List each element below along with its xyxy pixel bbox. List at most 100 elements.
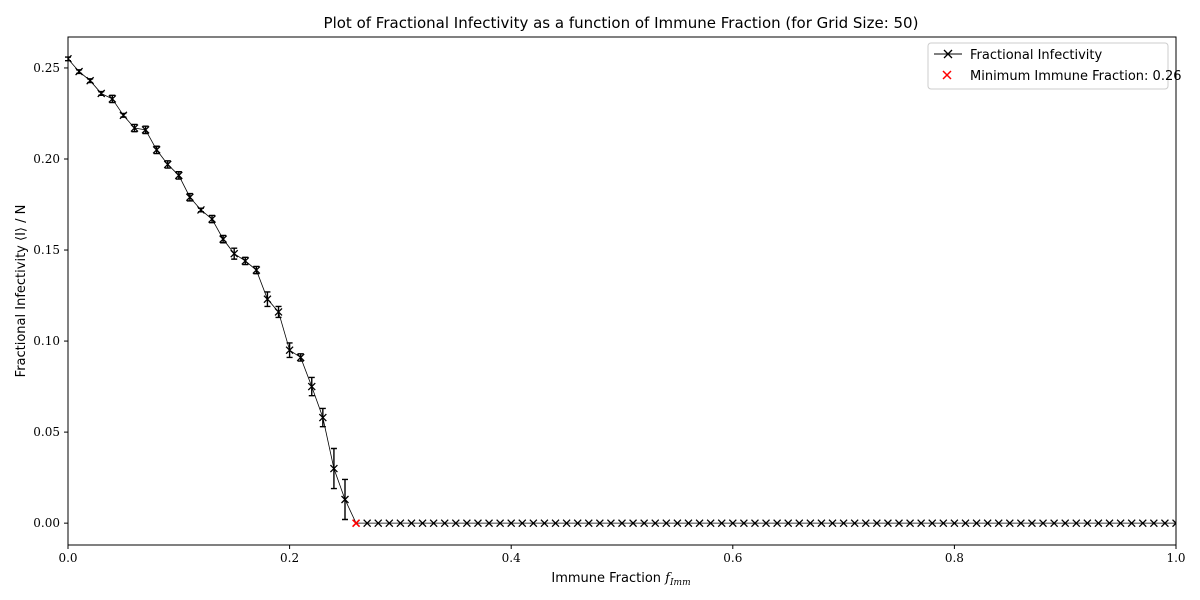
data-point-marker xyxy=(219,235,228,244)
data-point-marker xyxy=(917,519,926,528)
data-point-marker xyxy=(263,295,272,304)
data-point-marker xyxy=(562,519,571,528)
data-point-marker xyxy=(784,519,793,528)
data-point-marker xyxy=(318,413,327,422)
data-point-marker xyxy=(883,519,892,528)
data-point-marker xyxy=(1028,519,1036,528)
data-point-marker xyxy=(762,519,770,528)
plot-area xyxy=(65,36,1177,546)
data-point-marker xyxy=(551,519,560,528)
data-point-marker xyxy=(108,94,117,103)
data-point-marker xyxy=(374,519,383,528)
data-point-marker xyxy=(606,519,615,528)
data-point-marker xyxy=(872,519,881,528)
data-point-marker xyxy=(197,206,205,214)
data-point-marker xyxy=(252,266,261,275)
x-axis-label-main: Immune Fraction xyxy=(551,571,665,586)
data-point-marker xyxy=(485,519,493,528)
data-point-marker xyxy=(152,145,161,154)
data-point-marker xyxy=(474,519,482,528)
data-point-marker xyxy=(595,519,604,528)
data-point-marker xyxy=(418,519,427,528)
data-point-marker xyxy=(850,519,859,528)
data-point-marker xyxy=(451,519,460,528)
y-tick-label: 0.00 xyxy=(33,516,60,530)
data-point-marker xyxy=(68,54,72,63)
data-point-marker xyxy=(895,519,903,528)
y-axis-ticks: 0.00 0.05 0.10 0.15 0.20 0.25 xyxy=(33,61,68,530)
x-tick-label: 0.4 xyxy=(502,551,521,565)
data-point-marker xyxy=(983,519,992,528)
data-point-marker xyxy=(1083,519,1092,528)
data-point-marker xyxy=(529,519,538,528)
data-point-marker xyxy=(241,256,250,265)
data-point-marker xyxy=(130,124,139,132)
plot-background xyxy=(68,37,1176,545)
data-point-marker xyxy=(1160,519,1169,528)
data-point-marker xyxy=(739,519,748,528)
data-point-marker xyxy=(939,519,948,528)
legend-box xyxy=(927,42,1169,90)
data-point-marker xyxy=(961,519,970,528)
data-point-marker xyxy=(928,519,937,528)
legend: Fractional Infectivity Minimum Immune Fr… xyxy=(927,42,1182,90)
y-tick-label: 0.05 xyxy=(33,425,60,439)
data-point-marker xyxy=(1016,519,1025,528)
data-point-marker xyxy=(329,464,338,473)
y-tick-label: 0.20 xyxy=(33,152,60,166)
data-point-marker xyxy=(341,495,349,504)
data-point-marker xyxy=(662,519,671,528)
data-point-marker xyxy=(518,519,527,528)
data-point-marker xyxy=(994,519,1003,528)
data-point-marker xyxy=(429,519,438,528)
data-point-marker xyxy=(1172,519,1176,528)
data-point-marker xyxy=(573,519,582,528)
data-markers xyxy=(68,54,1176,528)
data-point-marker xyxy=(651,519,660,528)
data-point-marker xyxy=(396,519,405,528)
data-point-marker xyxy=(839,519,848,528)
data-point-marker xyxy=(972,519,981,528)
data-point-marker xyxy=(728,519,737,528)
data-point-marker xyxy=(673,519,682,528)
data-point-marker xyxy=(640,519,649,528)
data-point-marker xyxy=(86,76,95,85)
data-point-marker xyxy=(1005,519,1014,528)
data-point-marker xyxy=(1105,519,1114,528)
data-point-marker xyxy=(141,125,150,134)
data-point-marker xyxy=(307,382,316,391)
data-point-marker xyxy=(717,519,726,528)
data-point-marker xyxy=(950,519,959,528)
legend-series-label: Fractional Infectivity xyxy=(970,48,1103,63)
data-point-marker xyxy=(163,160,172,169)
x-tick-label: 0.0 xyxy=(58,551,77,565)
plot-frame xyxy=(67,36,1177,546)
y-axis-label: Fractional Infectivity ⟨I⟩ / N xyxy=(14,205,29,378)
legend-minimum-label: Minimum Immune Fraction: 0.26 xyxy=(970,69,1182,84)
data-point-marker xyxy=(1050,519,1059,528)
data-point-marker xyxy=(185,193,194,202)
data-point-marker xyxy=(230,249,239,258)
minimum-marker-group xyxy=(352,519,361,528)
data-point-marker xyxy=(385,519,394,528)
data-point-marker xyxy=(1039,519,1047,528)
data-point-marker xyxy=(440,519,449,528)
data-point-marker xyxy=(817,519,826,528)
x-axis-label-subscript: Imm xyxy=(669,578,691,588)
data-point-marker xyxy=(1061,519,1070,528)
legend-red-x-marker-icon xyxy=(942,70,952,80)
data-point-marker xyxy=(296,353,305,362)
data-point-marker xyxy=(706,519,715,528)
data-point-marker xyxy=(1094,519,1103,528)
data-point-marker xyxy=(1138,519,1147,528)
data-point-marker xyxy=(174,171,183,180)
data-point-marker xyxy=(629,519,638,528)
data-point-marker xyxy=(795,519,804,528)
x-axis-label: Immune Fraction fImm xyxy=(551,571,690,588)
data-point-marker xyxy=(119,111,128,120)
data-point-marker xyxy=(274,307,283,316)
data-point-marker xyxy=(363,519,372,528)
legend-x-marker-icon xyxy=(943,49,953,59)
data-point-marker xyxy=(496,519,505,528)
data-point-marker xyxy=(540,519,549,528)
